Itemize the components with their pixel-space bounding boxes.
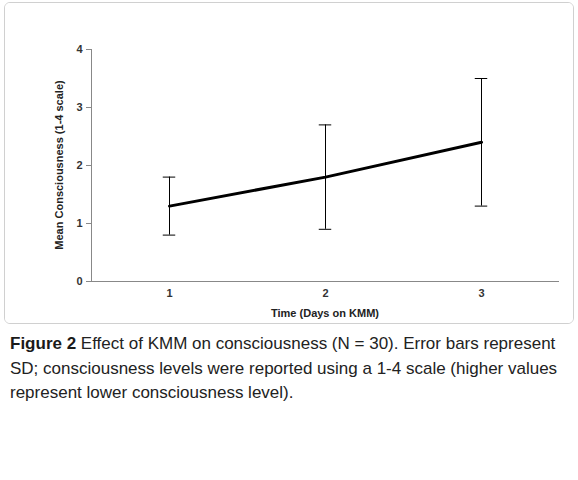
svg-text:Mean Consciousness (1-4 scale): Mean Consciousness (1-4 scale) [53, 80, 65, 250]
svg-text:3: 3 [76, 101, 82, 113]
svg-text:4: 4 [76, 43, 83, 55]
svg-text:2: 2 [76, 159, 82, 171]
svg-text:0: 0 [76, 275, 82, 287]
svg-text:1: 1 [166, 287, 172, 299]
svg-text:2: 2 [322, 287, 328, 299]
svg-text:Time (Days on KMM): Time (Days on KMM) [271, 307, 379, 319]
svg-text:1: 1 [76, 217, 82, 229]
html-text:Figure 2 Effect of KMM on cons: Figure 2 Effect of KMM on consciousness … [10, 334, 558, 403]
svg-text:3: 3 [478, 287, 484, 299]
